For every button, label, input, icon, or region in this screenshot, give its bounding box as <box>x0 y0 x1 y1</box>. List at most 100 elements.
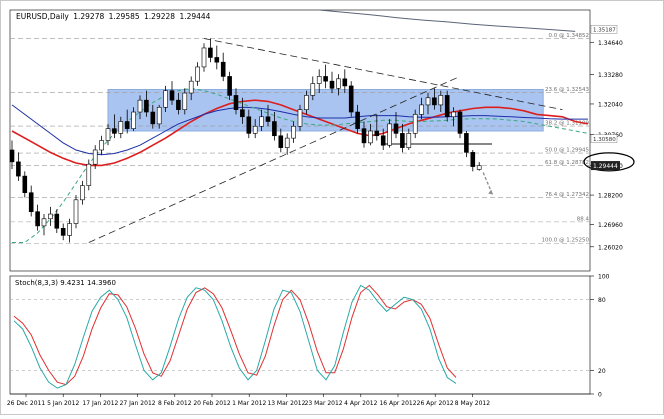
candle[interactable] <box>86 159 92 191</box>
price-panel[interactable]: 0.0 @ 1.34852 23.6 @ 1.32543 38.2 @ 1.3110… <box>9 9 635 272</box>
time-axis[interactable]: 26 Dec 2011 5 Jan 2012 17 Jan 2012 27 Jan 2… <box>7 393 590 407</box>
candle[interactable] <box>9 140 15 169</box>
candle[interactable] <box>41 214 47 236</box>
candle[interactable] <box>336 74 341 96</box>
candle[interactable] <box>73 195 79 229</box>
level-tag-text: 1.35187 <box>593 28 616 34</box>
candle[interactable] <box>16 152 21 181</box>
candle[interactable] <box>54 209 60 234</box>
candle[interactable] <box>265 104 271 127</box>
candle[interactable] <box>355 104 360 134</box>
price-axis[interactable]: 1.346401.332801.320401.307601.294401.282… <box>590 25 623 251</box>
candle[interactable] <box>227 71 232 101</box>
candle[interactable] <box>131 107 136 132</box>
candle[interactable] <box>92 145 98 169</box>
candle[interactable] <box>412 109 418 139</box>
candle[interactable] <box>406 128 412 150</box>
candle[interactable] <box>99 135 104 155</box>
candle[interactable] <box>323 64 328 89</box>
candle[interactable] <box>124 109 130 134</box>
candle[interactable] <box>233 88 239 115</box>
candle[interactable] <box>419 97 424 120</box>
stochastic-panel[interactable]: Stoch(8,3,3) 9.4231 14.3960 <box>9 275 591 395</box>
candle[interactable] <box>361 121 367 148</box>
candle-body-bull <box>368 130 373 144</box>
candle[interactable] <box>316 69 322 94</box>
candle[interactable] <box>464 131 469 158</box>
candle[interactable] <box>220 52 226 82</box>
candle[interactable] <box>400 123 405 153</box>
candle[interactable] <box>176 93 181 115</box>
candle[interactable] <box>22 171 28 198</box>
candle[interactable] <box>470 149 476 172</box>
candle[interactable] <box>80 180 85 205</box>
candle-body-bear <box>246 116 252 134</box>
candle-body-bear <box>342 78 348 87</box>
candle[interactable] <box>451 107 456 127</box>
stochastic-axis[interactable]: 100 80 20 0 <box>590 274 610 399</box>
candle[interactable] <box>112 114 117 139</box>
candle[interactable] <box>35 204 40 231</box>
candle[interactable] <box>272 112 277 141</box>
candle[interactable] <box>240 97 245 124</box>
candle-body-bull <box>92 149 98 165</box>
candle[interactable] <box>60 223 66 241</box>
candle[interactable] <box>163 85 168 113</box>
candle[interactable] <box>278 128 284 153</box>
candle[interactable] <box>137 95 143 120</box>
candle[interactable] <box>284 133 290 155</box>
candle[interactable] <box>342 69 348 94</box>
candle[interactable] <box>387 119 392 148</box>
candle-body-bear <box>227 76 232 96</box>
candle[interactable] <box>252 119 258 139</box>
candle[interactable] <box>144 90 149 117</box>
chart-title: EURUSD,Daily 1.29278 1.29585 1.29228 1.2… <box>16 12 211 21</box>
candle[interactable] <box>67 218 72 243</box>
level-tag <box>590 134 618 143</box>
candle[interactable] <box>214 45 220 70</box>
candle-body-bear <box>278 135 284 148</box>
candle[interactable] <box>48 206 53 226</box>
candle[interactable] <box>118 116 124 139</box>
candle-body-bear <box>393 123 399 134</box>
candle[interactable] <box>297 104 303 132</box>
stochastic-signal-line <box>13 284 457 386</box>
price-tick-label: 1.26960 <box>598 222 623 229</box>
fib-level-label: 76.4 @ 1.27342 <box>545 192 589 198</box>
candle[interactable] <box>368 123 373 146</box>
candle[interactable] <box>169 81 175 105</box>
candle[interactable] <box>432 88 437 110</box>
candle[interactable] <box>444 90 450 122</box>
candle[interactable] <box>182 88 188 115</box>
candle[interactable] <box>438 90 444 113</box>
candle[interactable] <box>329 71 335 94</box>
candle[interactable] <box>457 109 463 139</box>
candle[interactable] <box>150 104 156 129</box>
candle[interactable] <box>304 90 309 115</box>
stochastic-panel-border <box>9 275 591 395</box>
candle[interactable] <box>425 93 431 115</box>
candle[interactable] <box>201 43 207 72</box>
candle[interactable] <box>188 76 194 101</box>
candle[interactable] <box>246 109 252 139</box>
candle-body-bear <box>470 152 476 167</box>
candle[interactable] <box>393 112 399 139</box>
candle[interactable] <box>195 62 200 86</box>
candle[interactable] <box>380 128 386 150</box>
candle[interactable] <box>156 104 162 129</box>
candle[interactable] <box>310 76 316 101</box>
current-price-tag <box>591 161 620 171</box>
candle[interactable] <box>105 123 111 146</box>
candle[interactable] <box>291 121 296 143</box>
candle[interactable] <box>476 162 482 171</box>
candle[interactable] <box>28 185 34 217</box>
candle[interactable] <box>208 38 213 63</box>
candle-body-bull <box>252 125 258 134</box>
candle[interactable] <box>374 114 380 141</box>
candle-body-bear <box>329 80 335 89</box>
candle[interactable] <box>259 109 264 132</box>
candle[interactable] <box>348 81 354 117</box>
time-tick-label: 26 Apr 2012 <box>417 400 454 407</box>
